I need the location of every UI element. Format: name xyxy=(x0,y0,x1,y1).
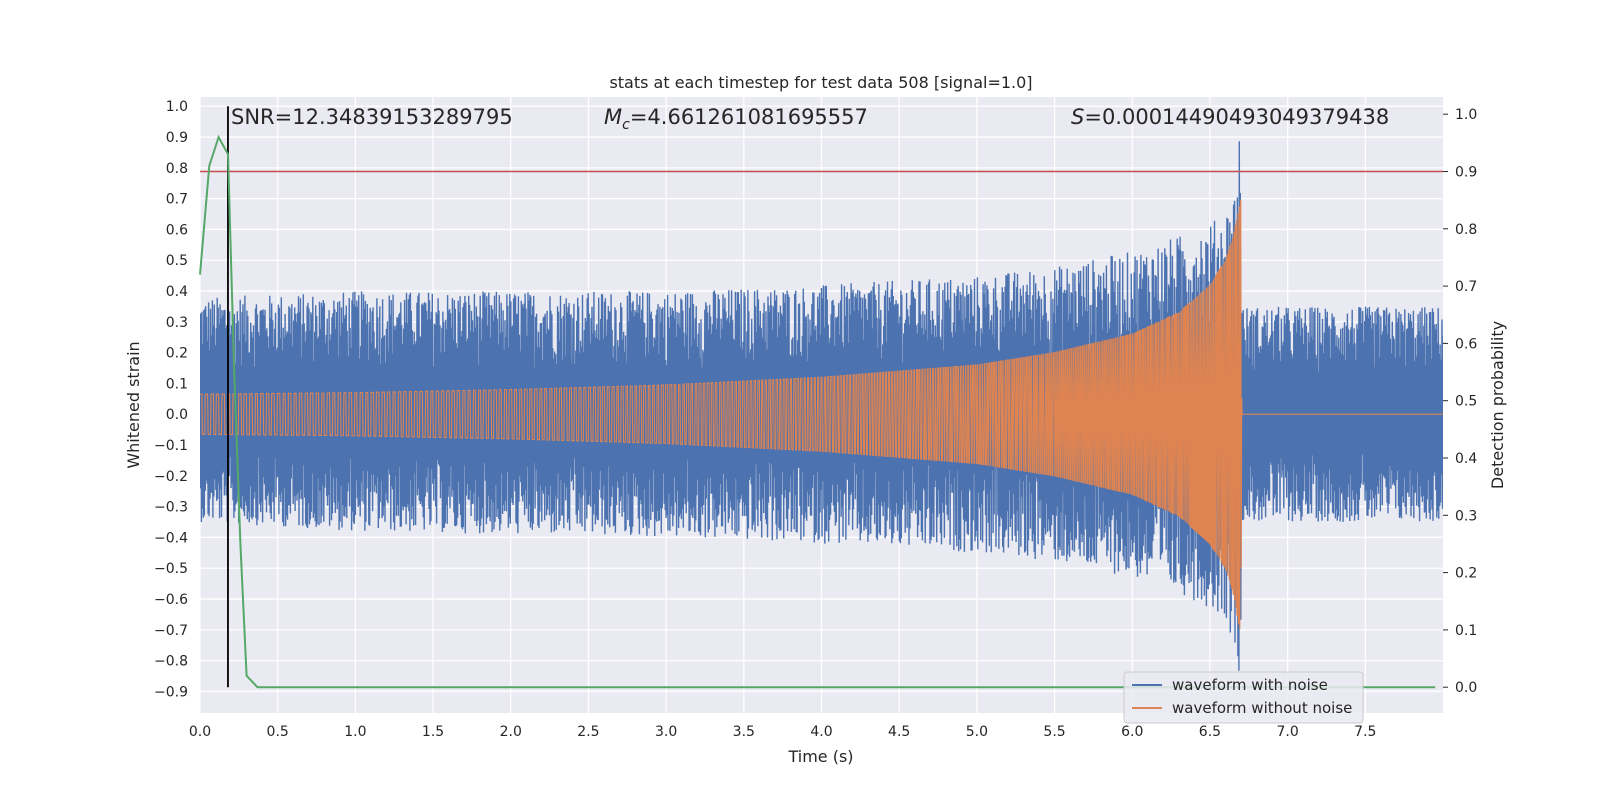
y2-tick-label: 0.0 xyxy=(1455,680,1477,696)
x-tick-label: 1.5 xyxy=(422,724,444,740)
y-tick-label: −0.7 xyxy=(154,623,188,639)
legend-box xyxy=(1123,671,1364,724)
detection-probability-line xyxy=(199,134,1436,689)
x-tick-label: 4.0 xyxy=(810,724,832,740)
x-tick-label: 6.0 xyxy=(1121,724,1143,740)
x-axis-label: Time (s) xyxy=(787,747,853,766)
series-waveform-without-noise xyxy=(200,199,1443,630)
y-tick-label: 0.6 xyxy=(166,222,188,238)
x-tick-label: 2.5 xyxy=(577,724,599,740)
y-tick-label: −0.4 xyxy=(154,530,188,546)
y2-tick-label: 0.9 xyxy=(1455,164,1477,180)
y2-tick-label: 1.0 xyxy=(1455,107,1477,123)
x-tick-label: 6.5 xyxy=(1199,724,1221,740)
x-tick-label: 5.0 xyxy=(966,724,988,740)
x-axis-ticks: 0.0 0.5 1.0 1.5 2.0 2.5 3.0 3.5 4.0 4.5 5.0 5.5 6.0 6… xyxy=(189,724,1377,740)
x-tick-label: 7.0 xyxy=(1276,724,1298,740)
statistic-annotation: S=0.00014490493049379438 xyxy=(1071,105,1389,129)
y-tick-label: 0.8 xyxy=(166,161,188,177)
y-tick-label: 0.1 xyxy=(166,376,188,392)
y2-tick-label: 0.3 xyxy=(1455,508,1477,524)
y2-tick-label: 0.7 xyxy=(1455,279,1477,295)
y2-axis-label: Detection probability xyxy=(1488,321,1507,489)
x-tick-label: 3.5 xyxy=(733,724,755,740)
x-tick-label: 3.0 xyxy=(655,724,677,740)
y-tick-label: 0.2 xyxy=(166,346,188,362)
chart-title: stats at each timestep for test data 508… xyxy=(609,73,1032,92)
y2-axis-ticks: 1.0 0.9 0.8 0.7 0.6 0.5 0.4 0.3 0.2 0.1 0.0 xyxy=(1443,107,1477,696)
y-tick-label: 0.4 xyxy=(166,284,188,300)
y2-tick-label: 0.4 xyxy=(1455,451,1477,467)
x-tick-label: 0.0 xyxy=(189,724,211,740)
y2-tick-label: 0.8 xyxy=(1455,222,1477,238)
x-tick-label: 7.5 xyxy=(1354,724,1376,740)
y-tick-label: −0.6 xyxy=(154,592,188,608)
x-tick-label: 2.0 xyxy=(500,724,522,740)
y-tick-label: −0.8 xyxy=(154,654,188,670)
y-tick-label: 1.0 xyxy=(166,99,188,115)
overlay-lines xyxy=(199,106,1443,689)
chirp-mass-annotation: Mc=4.661261081695557 xyxy=(604,105,868,133)
y2-tick-label: 0.6 xyxy=(1455,336,1477,352)
y-tick-label: 0.7 xyxy=(166,192,188,208)
y2-tick-label: 0.2 xyxy=(1455,566,1477,582)
y-tick-label: 0.0 xyxy=(166,407,188,423)
x-tick-label: 5.5 xyxy=(1043,724,1065,740)
y-tick-label: −0.9 xyxy=(154,684,188,700)
y-tick-label: 0.3 xyxy=(166,315,188,331)
y-tick-label: −0.5 xyxy=(154,561,188,577)
y-tick-label: −0.3 xyxy=(154,500,188,516)
legend-label-with-noise: waveform with noise xyxy=(1172,676,1328,694)
x-tick-label: 4.5 xyxy=(888,724,910,740)
y-tick-label: −0.2 xyxy=(154,469,188,485)
x-tick-label: 1.0 xyxy=(344,724,366,740)
y2-tick-label: 0.1 xyxy=(1455,623,1477,639)
y-axis-ticks: 1.0 0.9 0.8 0.7 0.6 0.5 0.4 0.3 0.2 0.1 0.0 −0.1 −0.… xyxy=(154,99,188,700)
snr-annotation: SNR=12.34839153289795 xyxy=(231,105,513,129)
y-tick-label: −0.1 xyxy=(154,438,188,454)
legend-label-without-noise: waveform without noise xyxy=(1172,699,1352,717)
y2-tick-label: 0.5 xyxy=(1455,394,1477,410)
x-tick-label: 0.5 xyxy=(267,724,289,740)
waveform-without-noise-line xyxy=(200,199,1443,630)
y-axis-label: Whitened strain xyxy=(124,341,143,468)
y-tick-label: 0.9 xyxy=(166,130,188,146)
legend: waveform with noise waveform without noi… xyxy=(1123,671,1364,724)
y-tick-label: 0.5 xyxy=(166,253,188,269)
